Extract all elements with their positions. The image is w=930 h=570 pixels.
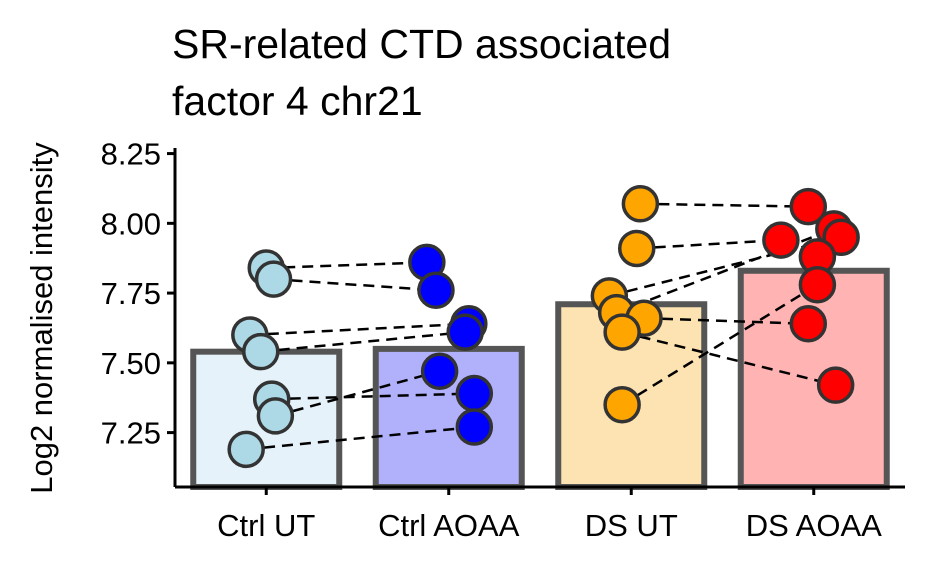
pair-link-0-1 <box>273 277 437 292</box>
data-point-1-1 <box>417 271 455 310</box>
y-tick-label-2: 7.75 <box>101 276 161 311</box>
points-layer <box>227 185 860 469</box>
pair-link-0-6 <box>246 425 475 451</box>
data-point-3-6 <box>789 305 828 343</box>
pair-link-0-3 <box>260 330 466 353</box>
data-point-3-0 <box>789 187 828 226</box>
data-point-0-1 <box>254 260 293 298</box>
data-point-0-6 <box>227 430 265 469</box>
data-point-1-4 <box>420 352 459 390</box>
pair-link-0-0 <box>266 261 427 270</box>
data-point-2-6 <box>603 385 641 424</box>
data-point-1-5 <box>455 374 494 413</box>
x-tick-label-3: DS AOAA <box>746 508 882 543</box>
pair-link-0-5 <box>275 370 440 418</box>
data-point-0-3 <box>242 332 280 371</box>
y-tick-label-1: 7.50 <box>101 346 161 381</box>
chart-title-line-2: factor 4 chr21 <box>172 78 423 124</box>
data-point-0-5 <box>256 397 295 435</box>
pair-link-0-4 <box>271 392 475 401</box>
y-ticks: 7.25 7.50 7.75 8.00 8.25 <box>101 137 175 451</box>
data-point-3-5 <box>798 265 837 304</box>
y-tick-label-0: 7.25 <box>101 416 161 451</box>
data-point-1-6 <box>455 408 494 446</box>
x-tick-label-0: Ctrl UT <box>217 508 315 543</box>
chart-title-line-1: SR-related CTD associated <box>172 21 671 67</box>
y-axis-title: Log2 normalised intensity <box>24 142 59 494</box>
x-tick-label-1: Ctrl AOAA <box>378 508 520 543</box>
pair-link-1-1 <box>636 238 781 250</box>
y-tick-label-4: 8.25 <box>101 137 161 172</box>
x-ticks: Ctrl UT Ctrl AOAA DS UT DS AOAA <box>217 487 882 543</box>
pair-link-1-4 <box>643 316 809 326</box>
data-point-3-3 <box>762 221 800 259</box>
pair-link-1-6 <box>621 283 819 406</box>
pair-link-1-3 <box>616 227 835 314</box>
axes-layer <box>173 148 905 489</box>
bar-3 <box>737 267 890 491</box>
pair-links-layer <box>246 202 842 451</box>
data-point-2-0 <box>621 185 660 223</box>
data-point-3-2 <box>822 218 860 257</box>
data-point-2-1 <box>617 229 656 268</box>
data-point-1-3 <box>446 313 484 351</box>
data-point-2-5 <box>603 313 641 351</box>
pair-link-1-0 <box>640 202 809 208</box>
data-point-3-7 <box>816 366 855 404</box>
pair-link-0-2 <box>249 322 469 337</box>
bars-layer <box>190 267 890 491</box>
x-tick-label-2: DS UT <box>585 508 678 543</box>
pair-link-1-5 <box>621 330 836 387</box>
y-tick-label-3: 8.00 <box>101 206 161 241</box>
